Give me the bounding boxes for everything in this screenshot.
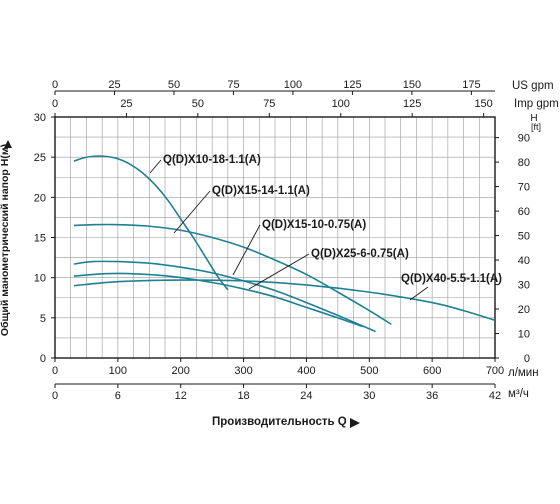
m3h-axis: 0 6 12 18 24 30 36 42 (52, 383, 501, 402)
head-ft-tick-label: 30 (518, 280, 530, 292)
lpm-tick-label: 300 (234, 365, 252, 377)
head-ft-tick-label: 40 (518, 255, 530, 267)
head-m-tick-label: 5 (40, 313, 46, 325)
performance-curves (73, 155, 496, 333)
lpm-unit-label: л/мин (508, 367, 539, 379)
series-label: Q(D)X40-5.5-1.1(A) (401, 273, 502, 285)
imp-gpm-axis: 0 25 50 75 100 125 150 (52, 98, 493, 117)
ft-unit-label-h: H (530, 113, 537, 124)
m3h-tick-label: 0 (52, 390, 58, 402)
us-gpm-tick-label: 0 (52, 79, 58, 91)
m3h-tick-label: 42 (489, 390, 501, 402)
x-axis-title: Производительность Q (212, 416, 347, 428)
imp-gpm-tick-label: 25 (120, 98, 132, 110)
series-label: Q(D)X25-6-0.75(A) (311, 248, 409, 260)
imp-gpm-unit-label: Imp gpm (514, 98, 559, 110)
lpm-tick-label: 700 (486, 365, 504, 377)
imp-gpm-tick-label: 100 (332, 98, 350, 110)
series-leader-line (232, 224, 261, 276)
series-line-3 (73, 260, 376, 333)
series-leader-line (409, 286, 429, 301)
ft-unit-label-ft: [ft] (531, 122, 541, 132)
series-label: Q(D)X15-10-0.75(A) (262, 219, 366, 231)
y-axis-arrow-icon (4, 140, 12, 148)
x-axis-arrow-icon (350, 418, 360, 428)
series-line-5 (73, 279, 496, 322)
head-ft-tick-label: 90 (518, 133, 530, 145)
m3h-tick-label: 6 (115, 390, 121, 402)
lpm-axis: 0 100 200 300 400 500 600 700 (52, 358, 504, 377)
head-ft-tick-label: 20 (518, 304, 530, 316)
m3h-unit-label: м³/ч (508, 388, 529, 400)
m3h-tick-label: 30 (363, 390, 375, 402)
m3h-tick-label: 24 (300, 390, 312, 402)
series-label: Q(D)X15-14-1.1(A) (212, 185, 310, 197)
series-line-4 (73, 272, 364, 328)
lpm-tick-label: 600 (423, 365, 441, 377)
series-leader-line (248, 253, 310, 290)
head-ft-tick-label: 70 (518, 182, 530, 194)
head-m-axis: 0 5 10 15 20 25 30 (34, 112, 55, 365)
m3h-tick-label: 18 (237, 390, 249, 402)
head-ft-tick-label: 80 (518, 157, 530, 169)
lpm-tick-label: 400 (297, 365, 315, 377)
lpm-tick-label: 500 (360, 365, 378, 377)
us-gpm-tick-label: 150 (403, 79, 421, 91)
imp-gpm-tick-label: 150 (474, 98, 492, 110)
us-gpm-tick-label: 25 (108, 79, 120, 91)
us-gpm-axis: 0 25 50 75 100 125 150 175 (52, 79, 495, 95)
us-gpm-tick-label: 50 (168, 79, 180, 91)
head-ft-tick-label: 50 (518, 231, 530, 243)
head-ft-axis: 0 10 20 30 40 50 60 70 80 90 (495, 133, 530, 365)
series-leader-line (173, 190, 211, 234)
head-m-tick-label: 25 (34, 152, 46, 164)
lpm-tick-label: 100 (109, 365, 127, 377)
head-m-tick-label: 30 (34, 112, 46, 124)
m3h-tick-label: 12 (175, 390, 187, 402)
series-line-2 (73, 223, 392, 325)
imp-gpm-tick-label: 0 (52, 98, 58, 110)
imp-gpm-tick-label: 75 (263, 98, 275, 110)
head-m-tick-label: 20 (34, 192, 46, 204)
imp-gpm-tick-label: 50 (192, 98, 204, 110)
series-labels: Q(D)X10-18-1.1(A) Q(D)X15-14-1.1(A) Q(D)X1… (149, 154, 502, 301)
series-leader-line (149, 159, 162, 174)
us-gpm-tick-label: 75 (227, 79, 239, 91)
us-gpm-tick-label: 175 (462, 79, 480, 91)
head-m-tick-label: 15 (34, 233, 46, 245)
head-m-tick-label: 10 (34, 273, 46, 285)
head-m-tick-label: 0 (40, 353, 46, 365)
lpm-tick-label: 0 (52, 365, 58, 377)
series-label: Q(D)X10-18-1.1(A) (163, 154, 261, 166)
lpm-tick-label: 200 (172, 365, 190, 377)
head-ft-tick-label: 0 (524, 353, 530, 365)
us-gpm-unit-label: US gpm (512, 80, 554, 92)
m3h-tick-label: 36 (426, 390, 438, 402)
grid-lines (54, 116, 496, 359)
head-ft-tick-label: 60 (518, 206, 530, 218)
y-axis-title: Общий манометрический напор H(м) (0, 144, 11, 336)
series-line-1 (73, 155, 229, 291)
us-gpm-tick-label: 125 (343, 79, 361, 91)
head-ft-tick-label: 10 (518, 329, 530, 341)
us-gpm-tick-label: 100 (284, 79, 302, 91)
imp-gpm-tick-label: 125 (403, 98, 421, 110)
